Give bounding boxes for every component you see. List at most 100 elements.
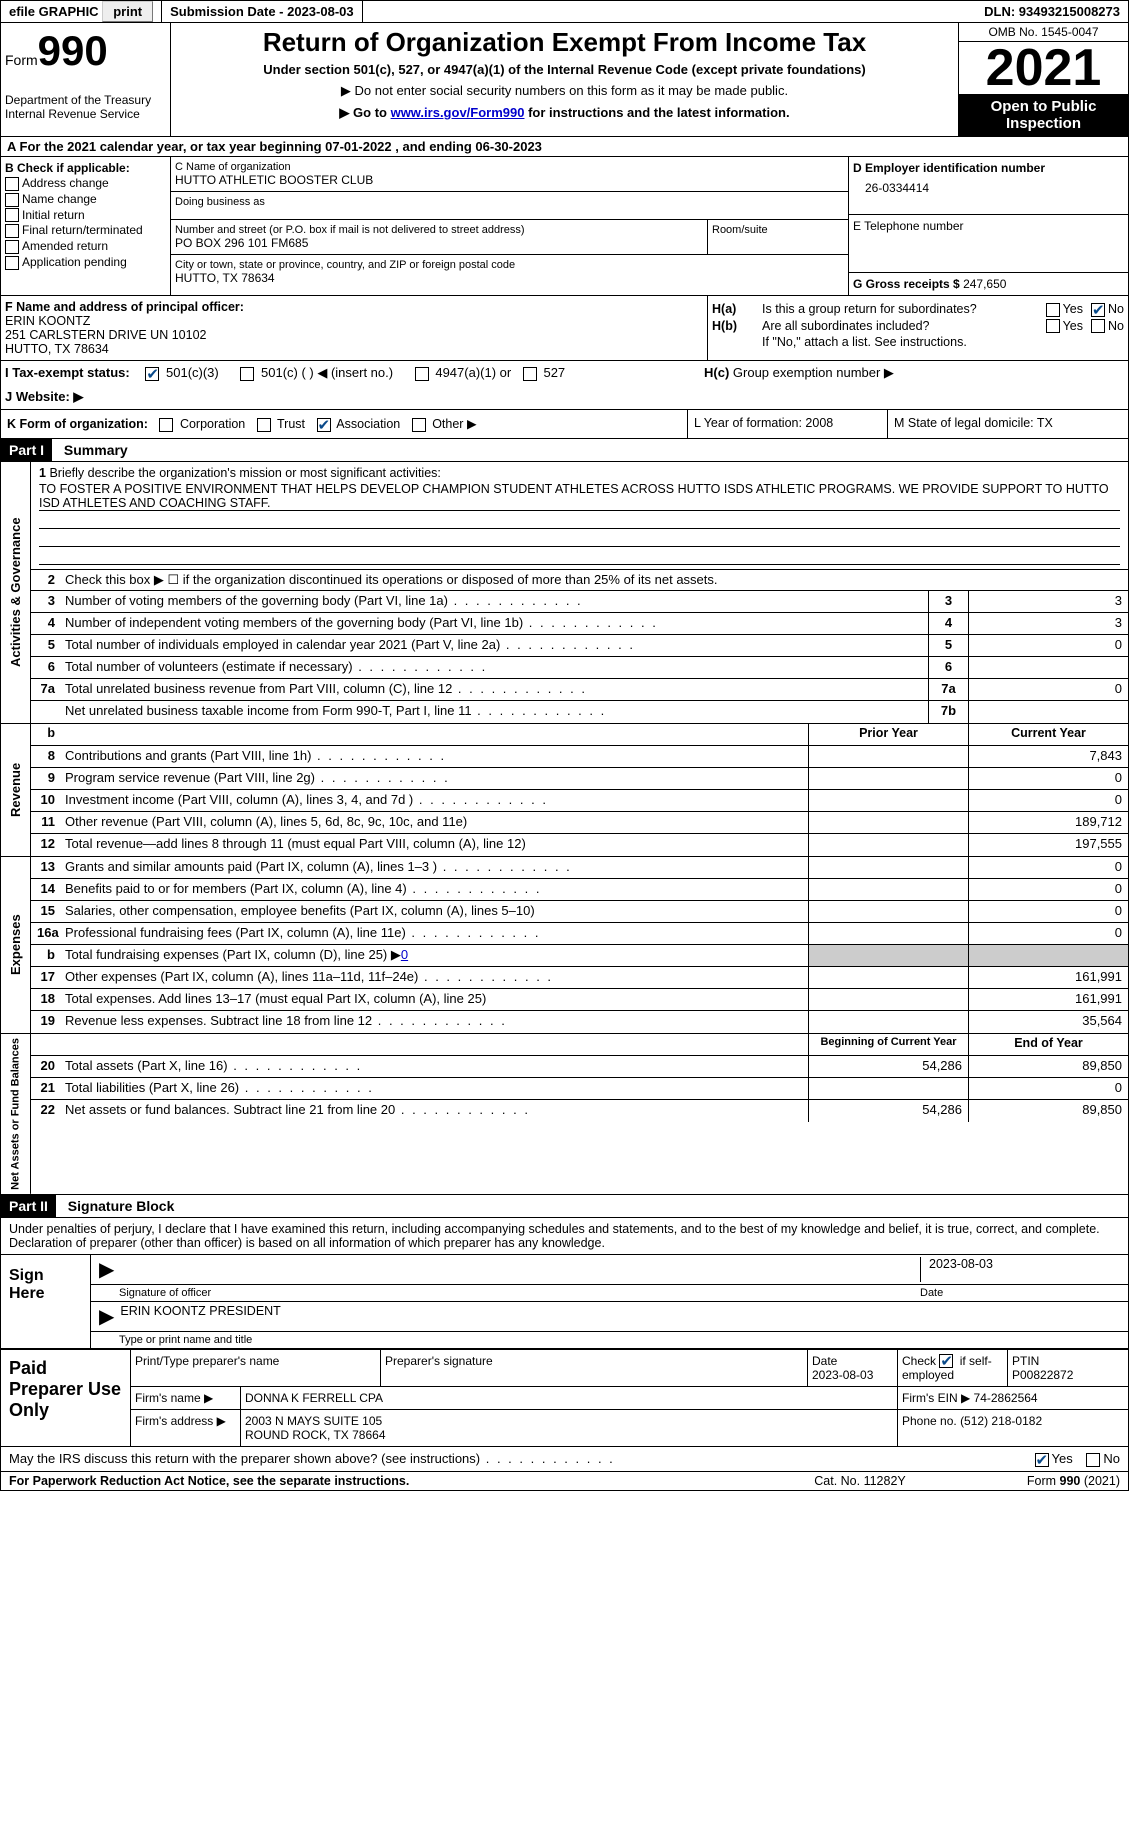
chk-name[interactable]: Name change [5,192,166,207]
k-corp[interactable]: Corporation [159,417,245,431]
form-number: Form990 [5,27,166,75]
part1-header: Part I [1,439,52,461]
part2-row: Part II Signature Block [0,1195,1129,1218]
inspection-label: Open to Public Inspection [959,94,1128,136]
tel-label: E Telephone number [853,219,1124,233]
line12: Total revenue—add lines 8 through 11 (mu… [61,834,808,856]
col-f: F Name and address of principal officer:… [1,296,708,360]
sign-here-label: Sign Here [1,1255,91,1348]
col-d: D Employer identification number 26-0334… [848,157,1128,295]
vtab-net: Net Assets or Fund Balances [1,1034,31,1194]
form-ref: Form 990 (2021) [960,1474,1120,1488]
l-year: L Year of formation: 2008 [688,410,888,438]
signature-block: Under penalties of perjury, I declare th… [0,1218,1129,1448]
chk-address[interactable]: Address change [5,176,166,191]
ha-yes[interactable]: Yes [1046,302,1083,317]
chk-initial[interactable]: Initial return [5,208,166,223]
header-left: Form990 Department of the Treasury Inter… [1,23,171,136]
chk-amended[interactable]: Amended return [5,239,166,254]
chk-final[interactable]: Final return/terminated [5,223,166,238]
summary-expenses: Expenses 13Grants and similar amounts pa… [0,857,1129,1034]
print-button[interactable]: print [102,1,153,22]
ein-value: 26-0334414 [865,181,1124,195]
part2-header: Part II [1,1195,56,1217]
submission-date: Submission Date - 2023-08-03 [162,1,363,22]
ha-no[interactable]: No [1091,302,1124,317]
vtab-rev: Revenue [1,724,31,856]
hb-no[interactable]: No [1091,319,1124,334]
summary-governance: Activities & Governance 1 Briefly descri… [0,462,1129,724]
ha-label: H(a) [712,302,762,316]
k-assoc[interactable]: Association [317,417,401,431]
line14: Benefits paid to or for members (Part IX… [61,879,808,900]
discuss-no[interactable]: No [1086,1451,1120,1466]
line5: Total number of individuals employed in … [61,635,928,656]
line16a: Professional fundraising fees (Part IX, … [61,923,808,944]
k-other[interactable]: Other ▶ [412,417,477,431]
tax-527[interactable]: 527 [523,365,565,380]
prep-name-hdr: Print/Type preparer's name [131,1350,381,1387]
k-trust[interactable]: Trust [257,417,305,431]
ein-label: D Employer identification number [853,161,1124,175]
tax-4947[interactable]: 4947(a)(1) or [415,365,512,380]
prep-selfemp[interactable]: Check if self-employed [898,1350,1008,1387]
line17: Other expenses (Part IX, column (A), lin… [61,967,808,988]
part1-title: Summary [56,439,136,461]
officer-name: ERIN KOONTZ [5,314,703,328]
dba-box: Doing business as [171,192,848,220]
form-title: Return of Organization Exempt From Incom… [175,27,954,58]
form-subtitle: Under section 501(c), 527, or 4947(a)(1)… [175,62,954,77]
tax-year: 2021 [959,42,1128,94]
line20: Total assets (Part X, line 16) [61,1056,808,1077]
line3: Number of voting members of the governin… [61,591,928,612]
section-ij: I Tax-exempt status: 501(c)(3) 501(c) ( … [0,361,1129,410]
line16b: Total fundraising expenses (Part IX, col… [61,945,808,966]
spacer [363,9,976,15]
chk-pending[interactable]: Application pending [5,255,166,270]
line18: Total expenses. Add lines 13–17 (must eq… [61,989,808,1010]
summary-revenue: Revenue bPrior YearCurrent Year 8Contrib… [0,724,1129,857]
section-b-row: B Check if applicable: Address change Na… [0,157,1129,296]
line2: Check this box ▶ ☐ if the organization d… [61,570,1128,590]
line19: Revenue less expenses. Subtract line 18 … [61,1011,808,1033]
city-value: HUTTO, TX 78634 [175,271,844,285]
tax-501c[interactable]: 501(c) ( ) ◀ (insert no.) [240,365,393,380]
prep-sig-hdr: Preparer's signature [381,1350,808,1387]
gross-box: G Gross receipts $ 247,650 [849,273,1128,295]
hb-yes[interactable]: Yes [1046,319,1083,334]
dept-label: Department of the Treasury Internal Reve… [5,93,166,121]
line4: Number of independent voting members of … [61,613,928,634]
row-j: J Website: ▶ [5,389,704,405]
summary-netassets: Net Assets or Fund Balances Beginning of… [0,1034,1129,1195]
col-h: H(a) Is this a group return for subordin… [708,296,1128,360]
vtab-gov: Activities & Governance [1,462,31,723]
note-link: ▶ Go to www.irs.gov/Form990 for instruct… [175,105,954,121]
city-box: City or town, state or province, country… [171,255,848,289]
dln: DLN: 93493215008273 [976,1,1128,22]
line8: Contributions and grants (Part VIII, lin… [61,746,808,767]
officer-addr2: HUTTO, TX 78634 [5,342,703,356]
row-i: I Tax-exempt status: 501(c)(3) 501(c) ( … [5,365,704,381]
footer-discuss: May the IRS discuss this return with the… [0,1447,1129,1472]
col-b-label: B Check if applicable: [5,161,166,175]
line15: Salaries, other compensation, employee b… [61,901,808,922]
line13: Grants and similar amounts paid (Part IX… [61,857,808,878]
street-value: PO BOX 296 101 FM685 [175,236,703,250]
irs-link[interactable]: www.irs.gov/Form990 [391,105,525,120]
street-label: Number and street (or P.O. box if mail i… [175,224,703,236]
tax-501c3[interactable]: 501(c)(3) [145,365,218,380]
city-label: City or town, state or province, country… [175,259,844,271]
header-center: Return of Organization Exempt From Incom… [171,23,958,136]
col-c: C Name of organization HUTTO ATHLETIC BO… [171,157,848,295]
hc-box: H(c) Group exemption number ▶ [704,365,1124,405]
ein-box: D Employer identification number 26-0334… [849,157,1128,215]
form-header: Form990 Department of the Treasury Inter… [0,23,1129,137]
discuss-yes[interactable]: Yes [1035,1451,1073,1466]
mission-text: TO FOSTER A POSITIVE ENVIRONMENT THAT HE… [39,482,1120,511]
room-box: Room/suite [708,220,848,254]
row-a: A For the 2021 calendar year, or tax yea… [0,137,1129,157]
vtab-exp: Expenses [1,857,31,1033]
footer-final: For Paperwork Reduction Act Notice, see … [0,1472,1129,1491]
part1-row: Part I Summary [0,439,1129,462]
org-name-box: C Name of organization HUTTO ATHLETIC BO… [171,157,848,192]
